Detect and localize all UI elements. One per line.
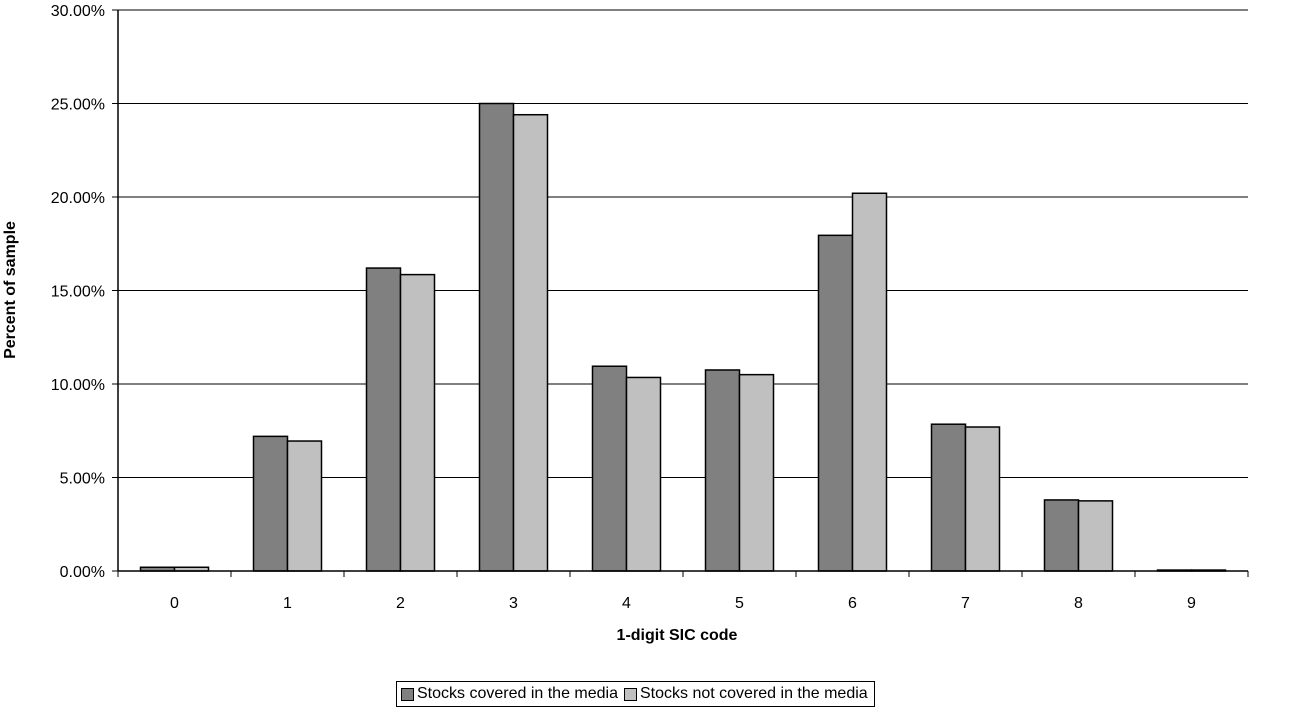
gridlines [118,10,1248,478]
bars [141,104,1226,572]
x-tick-label: 9 [1187,595,1196,612]
x-tick-label: 8 [1074,595,1083,612]
legend-swatch-covered [401,688,414,701]
x-tick-label: 7 [961,595,970,612]
bar-not-covered-6 [853,193,887,571]
y-tick-label: 10.00% [51,377,105,394]
x-tick-labels: 0 1 2 3 4 5 6 7 8 9 [118,571,1248,612]
legend-item-not-covered: Stocks not covered in the media [624,685,868,703]
x-tick-label: 3 [509,595,518,612]
bar-not-covered-1 [288,441,322,571]
bar-not-covered-5 [740,375,774,571]
bar-covered-8 [1045,500,1079,571]
bar-not-covered-7 [966,427,1000,571]
x-tick-label: 6 [848,595,857,612]
bar-covered-1 [254,436,288,571]
bar-not-covered-4 [627,377,661,571]
legend: Stocks covered in the media Stocks not c… [396,681,875,707]
y-tick-label: 15.00% [51,284,105,301]
y-tick-label: 20.00% [51,190,105,207]
bar-not-covered-3 [514,115,548,571]
bar-covered-6 [819,235,853,571]
x-tick-label: 5 [735,595,744,612]
bar-covered-4 [593,366,627,571]
bar-covered-5 [706,370,740,571]
legend-label-covered: Stocks covered in the media [417,685,618,703]
legend-item-covered: Stocks covered in the media [401,685,618,703]
x-tick-label: 0 [170,595,179,612]
y-axis-title: Percent of sample [2,221,19,359]
bar-not-covered-8 [1079,501,1113,571]
legend-label-not-covered: Stocks not covered in the media [640,685,868,703]
y-tick-label: 30.00% [51,3,105,20]
x-axis-title: 1-digit SIC code [617,627,738,644]
y-tick-label: 0.00% [60,564,105,581]
bar-covered-7 [932,424,966,571]
x-tick-label: 1 [283,595,292,612]
bar-covered-3 [480,104,514,572]
bar-covered-2 [367,268,401,571]
legend-swatch-not-covered [624,688,637,701]
y-tick-labels: 0.00% 5.00% 10.00% 15.00% 20.00% 25.00% 30.00% [51,3,118,581]
x-tick-label: 4 [622,595,631,612]
bar-not-covered-2 [401,275,435,571]
x-tick-label: 2 [396,595,405,612]
y-tick-label: 5.00% [60,471,105,488]
y-tick-label: 25.00% [51,97,105,114]
